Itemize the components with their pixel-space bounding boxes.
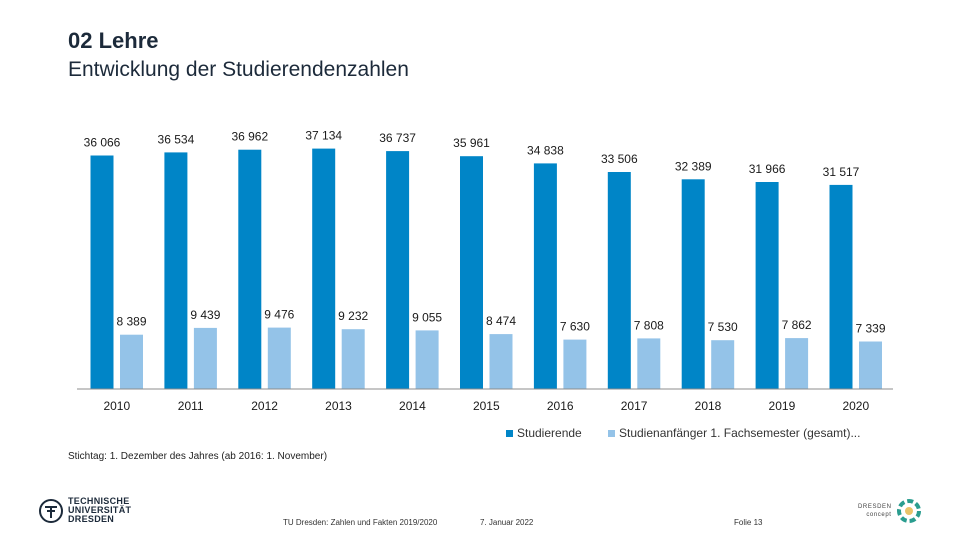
dc-logo-line-2: concept [866, 512, 892, 518]
tud-emblem-icon [39, 498, 63, 523]
bar-anfaenger-2015 [489, 334, 513, 389]
data-label-anfaenger-2012: 9 476 [264, 308, 294, 322]
data-label-anfaenger-2013: 9 232 [338, 309, 368, 323]
data-label-studierende-2018: 32 389 [675, 159, 712, 173]
bar-chart: 36 066 8 389 36 534 9 439 36 962 9 476 37 134 9… [77, 129, 893, 413]
legend-label-studierende: Studierende [517, 426, 582, 440]
data-label-anfaenger-2015: 8 474 [486, 314, 516, 328]
tud-logo-line-2: UNIVERSITÄT [68, 505, 132, 515]
tud-logo-line-1: TECHNISCHE [68, 496, 130, 506]
x-tick-label-2020: 2020 [842, 399, 869, 413]
bar-studierende-2017 [607, 172, 631, 389]
data-label-anfaenger-2011: 9 439 [190, 308, 220, 322]
footer-source: TU Dresden: Zahlen und Fakten 2019/2020 [283, 518, 438, 527]
footer-slide-number: Folie 13 [734, 518, 763, 527]
bar-studierende-2013 [312, 148, 336, 389]
x-tick-label-2016: 2016 [547, 399, 574, 413]
x-tick-label-2019: 2019 [769, 399, 796, 413]
x-tick-label-2012: 2012 [251, 399, 278, 413]
bar-studierende-2014 [386, 151, 410, 389]
data-label-anfaenger-2020: 7 339 [855, 322, 885, 336]
x-tick-label-2017: 2017 [621, 399, 648, 413]
data-label-anfaenger-2017: 7 808 [634, 318, 664, 332]
bar-studierende-2011 [164, 152, 188, 389]
data-label-studierende-2013: 37 134 [305, 129, 342, 143]
legend-studierende: Studierende [506, 426, 582, 440]
footer-date: 7. Januar 2022 [480, 518, 534, 527]
data-label-anfaenger-2016: 7 630 [560, 320, 590, 334]
data-label-studierende-2020: 31 517 [823, 165, 860, 179]
bar-studierende-2016 [533, 163, 557, 389]
dc-logo-line-1: DRESDEN [858, 504, 892, 510]
legend-swatch-studierende [506, 429, 513, 437]
data-label-studierende-2011: 36 534 [158, 132, 195, 146]
bar-anfaenger-2020 [859, 341, 882, 389]
data-label-studierende-2012: 36 962 [231, 130, 268, 144]
bar-anfaenger-2011 [193, 327, 217, 389]
data-label-anfaenger-2019: 7 862 [782, 318, 812, 332]
bar-anfaenger-2017 [637, 338, 661, 389]
bar-anfaenger-2012 [267, 327, 291, 389]
dresden-concept-emblem-icon [896, 499, 921, 523]
legend-anfaenger: Studienanfänger 1. Fachsemester (gesamt)… [608, 426, 860, 440]
bar-studierende-2020 [829, 184, 853, 389]
tud-logo-line-3: DRESDEN [68, 514, 115, 524]
bar-studierende-2012 [238, 149, 262, 389]
bar-anfaenger-2010 [120, 334, 143, 389]
bar-studierende-2015 [460, 156, 483, 389]
bar-anfaenger-2018 [711, 340, 735, 389]
bar-studierende-2018 [681, 179, 705, 389]
data-label-anfaenger-2014: 9 055 [412, 310, 442, 324]
footnote: Stichtag: 1. Dezember des Jahres (ab 201… [68, 451, 328, 462]
bar-anfaenger-2013 [341, 329, 365, 389]
bar-studierende-2010 [90, 155, 114, 389]
bar-anfaenger-2019 [785, 338, 809, 389]
data-label-studierende-2019: 31 966 [749, 162, 786, 176]
data-label-studierende-2016: 34 838 [527, 143, 564, 157]
bar-anfaenger-2016 [563, 339, 587, 389]
dresden-concept-logo: DRESDEN concept [858, 498, 922, 524]
page-subtitle: Entwicklung der Studierendenzahlen [68, 58, 409, 81]
tud-logo: TECHNISCHE UNIVERSITÄT DRESDEN [38, 497, 131, 524]
x-tick-label-2015: 2015 [473, 399, 500, 413]
bar-studierende-2019 [755, 182, 779, 389]
x-tick-label-2010: 2010 [103, 399, 130, 413]
x-tick-label-2013: 2013 [325, 399, 352, 413]
data-label-studierende-2010: 36 066 [84, 136, 121, 150]
x-tick-label-2018: 2018 [695, 399, 722, 413]
x-tick-label-2011: 2011 [178, 399, 204, 413]
data-label-studierende-2014: 36 737 [379, 131, 416, 145]
data-label-studierende-2015: 35 961 [453, 136, 490, 150]
data-label-anfaenger-2018: 7 530 [708, 320, 738, 334]
bar-anfaenger-2014 [415, 330, 439, 389]
legend-swatch-anfaenger [608, 429, 615, 437]
data-label-studierende-2017: 33 506 [601, 152, 638, 166]
data-label-anfaenger-2010: 8 389 [116, 315, 146, 329]
legend-label-anfaenger: Studienanfänger 1. Fachsemester (gesamt)… [619, 426, 861, 440]
page-title: 02 Lehre [68, 28, 159, 53]
x-tick-label-2014: 2014 [399, 399, 426, 413]
